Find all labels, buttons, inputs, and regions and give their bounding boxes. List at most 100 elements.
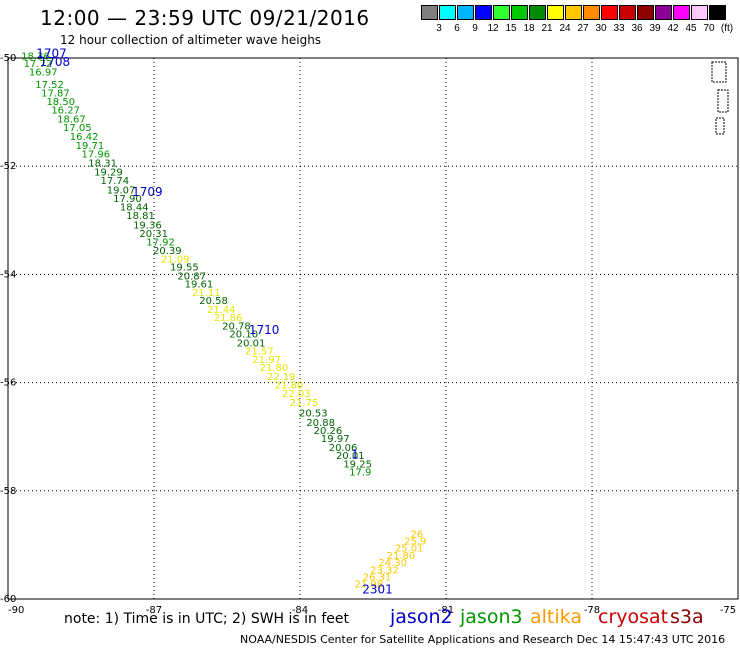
legend-swatch bbox=[601, 5, 618, 20]
legend-label: 42 bbox=[667, 23, 679, 34]
legend-swatch bbox=[691, 5, 708, 20]
legend-swatch bbox=[637, 5, 654, 20]
footer-credit: NOAA/NESDIS Center for Satellite Applica… bbox=[240, 633, 726, 646]
legend-swatch bbox=[673, 5, 690, 20]
legend-label: 70 bbox=[703, 23, 715, 34]
swh-label: 21.80 bbox=[387, 551, 416, 562]
swh-label: 19.61 bbox=[185, 279, 214, 290]
swh-label: 21.09 bbox=[161, 254, 190, 265]
land-outline bbox=[711, 61, 729, 135]
swh-label: 20.53 bbox=[299, 409, 328, 420]
land-shape bbox=[715, 117, 725, 135]
swh-label: 18.36 bbox=[21, 52, 50, 63]
x-tick-label: -90 bbox=[8, 605, 24, 616]
swh-label: 24.30 bbox=[378, 558, 407, 569]
y-tick-label: -58 bbox=[0, 486, 16, 497]
swh-label: 21.75 bbox=[290, 398, 319, 409]
swh-label: 20.39 bbox=[153, 246, 182, 257]
legend-label: 6 bbox=[454, 23, 460, 34]
swh-label: 19.25 bbox=[343, 460, 372, 471]
swh-label: 19.71 bbox=[76, 141, 105, 152]
swh-label: 20.88 bbox=[306, 418, 335, 429]
satellite-altika: altika bbox=[530, 606, 582, 628]
swh-label: 17.74 bbox=[100, 176, 129, 187]
axis-ticks: -90 -87 -84 -81 -78 -75 -50 -52 -54 -56 -58 -60 bbox=[0, 53, 736, 616]
swh-label: 26.31 bbox=[363, 573, 392, 584]
satellite-jason3: jason3 bbox=[460, 606, 523, 628]
grid-lines bbox=[8, 58, 738, 599]
swh-label: 25.01 bbox=[395, 543, 424, 554]
swh-label: 17.9 bbox=[349, 468, 371, 479]
legend-swatch bbox=[619, 5, 636, 20]
legend-label: 33 bbox=[613, 23, 625, 34]
satellite-s3a: s3a bbox=[670, 606, 704, 628]
y-tick-label: -54 bbox=[0, 269, 16, 280]
swh-label: 19.36 bbox=[133, 220, 162, 231]
footer-note: note: 1) Time is in UTC; 2) SWH is in fe… bbox=[64, 611, 350, 627]
swh-label: 21.98 bbox=[355, 580, 384, 591]
legend-swatch bbox=[709, 5, 726, 20]
legend-swatch bbox=[511, 5, 528, 20]
swh-label: 17.96 bbox=[81, 150, 110, 161]
legend-swatch bbox=[493, 5, 510, 20]
swh-label: 20.10 bbox=[229, 330, 258, 341]
time-label: 2301 bbox=[362, 583, 393, 597]
swh-label: 25.9 bbox=[404, 536, 426, 547]
x-tick-label: -87 bbox=[146, 605, 162, 616]
legend-label: 45 bbox=[685, 23, 697, 34]
swh-label: 22.19 bbox=[267, 372, 296, 383]
swh-label: 18.81 bbox=[126, 211, 155, 222]
swh-label: 17.92 bbox=[146, 238, 175, 249]
legend-label: 36 bbox=[631, 23, 643, 34]
legend-label: 39 bbox=[649, 23, 661, 34]
swh-label: 20.58 bbox=[199, 296, 228, 307]
x-tick-label: -81 bbox=[438, 605, 454, 616]
swh-label: 17.87 bbox=[41, 88, 70, 99]
swh-label: 20.01 bbox=[336, 451, 365, 462]
x-tick-label: -84 bbox=[292, 605, 308, 616]
time-label: 1 bbox=[351, 447, 359, 461]
swh-label: 20.78 bbox=[222, 322, 251, 333]
legend-swatch bbox=[547, 5, 564, 20]
swh-label: 21.11 bbox=[192, 288, 221, 299]
land-shape bbox=[711, 61, 727, 83]
legend-swatch bbox=[421, 5, 438, 20]
swh-label: 20.26 bbox=[314, 426, 343, 437]
time-label: 1708 bbox=[40, 55, 71, 69]
legend-swatch bbox=[583, 5, 600, 20]
swh-label: 17.05 bbox=[63, 123, 92, 134]
x-tick-label: -75 bbox=[720, 605, 736, 616]
y-tick-label: -60 bbox=[0, 594, 16, 605]
legend-label: 27 bbox=[577, 23, 589, 34]
swh-label: 21.80 bbox=[275, 381, 304, 392]
swh-label: 21.57 bbox=[245, 346, 274, 357]
legend-swatch bbox=[529, 5, 546, 20]
swh-label: 21.97 bbox=[252, 355, 281, 366]
swh-label: 21.86 bbox=[214, 313, 243, 324]
legend-label: 21 bbox=[541, 23, 553, 34]
plot-frame bbox=[7, 57, 739, 600]
x-tick-label: -78 bbox=[584, 605, 600, 616]
swh-label: 19.55 bbox=[170, 263, 199, 274]
swh-label: 18.67 bbox=[57, 114, 86, 125]
swh-label: 18.50 bbox=[46, 97, 75, 108]
swh-label: 20.31 bbox=[139, 229, 168, 240]
legend-label: 12 bbox=[487, 23, 499, 34]
swh-label: 21.80 bbox=[260, 363, 289, 374]
y-tick-label: -50 bbox=[0, 53, 16, 64]
plot-border bbox=[7, 57, 739, 600]
swh-label: 26 bbox=[410, 529, 423, 540]
satellite-cryosat: cryosat bbox=[598, 606, 669, 628]
swh-label: 20.01 bbox=[237, 338, 266, 349]
swh-label: 19.29 bbox=[94, 167, 123, 178]
swh-label: 23.32 bbox=[370, 566, 399, 577]
legend-label: 3 bbox=[436, 23, 442, 34]
legend-label: 18 bbox=[523, 23, 535, 34]
legend-swatch bbox=[439, 5, 456, 20]
time-label: 1710 bbox=[249, 323, 280, 337]
swh-label: 17.90 bbox=[113, 194, 142, 205]
swh-label: 16.42 bbox=[70, 132, 99, 143]
